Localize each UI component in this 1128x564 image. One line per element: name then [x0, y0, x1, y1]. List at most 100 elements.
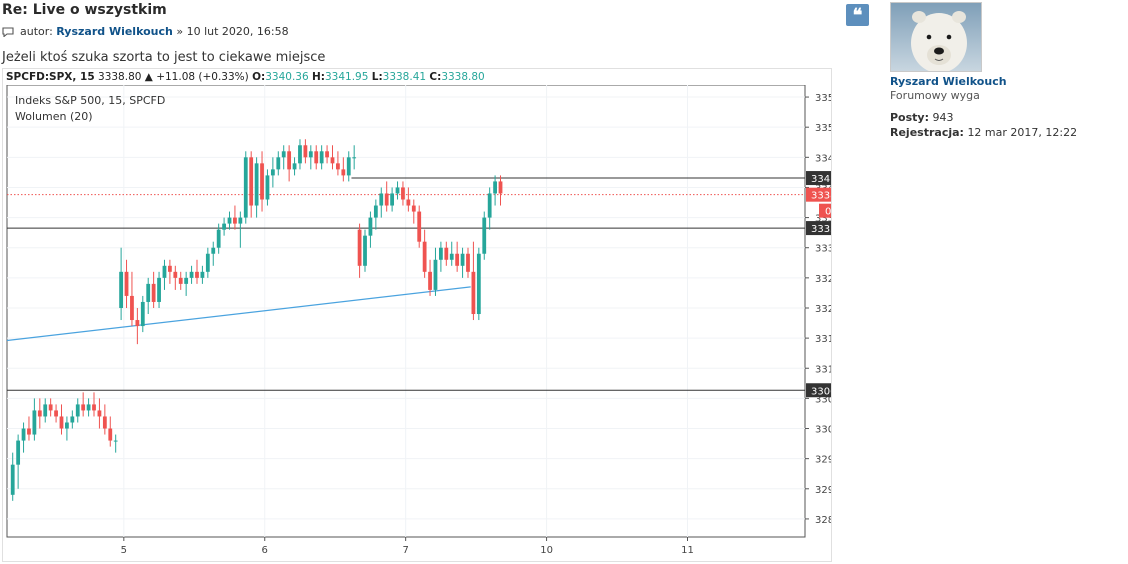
- candle-body: [352, 157, 357, 159]
- candle-body: [59, 416, 64, 429]
- quote-icon: ❝: [852, 5, 863, 26]
- post-body: Jeżeli ktoś szuka szorta to jest to ciek…: [2, 50, 326, 65]
- quote-button[interactable]: ❝: [846, 4, 869, 26]
- ohlc-legend: SPCFD:SPX, 15 3338.80 ▲ +11.08 (+0.33%) …: [6, 71, 485, 83]
- candle-body: [428, 271, 432, 290]
- candle-body: [422, 241, 427, 272]
- candle-body: [308, 151, 313, 158]
- candle-body: [216, 229, 221, 248]
- candle-body: [227, 217, 232, 224]
- candle-body: [178, 277, 183, 284]
- candle-body: [151, 283, 156, 302]
- candle-body: [27, 428, 31, 435]
- candle-body: [411, 205, 416, 212]
- candle-body: [482, 217, 487, 254]
- symbol-label: SPCFD:SPX, 15: [6, 71, 95, 83]
- candle-body: [298, 145, 302, 164]
- x-tick-label: 5: [121, 545, 127, 556]
- candle-body: [314, 151, 319, 164]
- countdown-box: [819, 203, 831, 218]
- close-value: 3338.80: [441, 71, 485, 83]
- candle-body: [130, 295, 134, 321]
- candle-body: [54, 410, 58, 417]
- avatar[interactable]: [890, 2, 982, 72]
- candle-body: [113, 440, 118, 442]
- x-tick-label: 10: [540, 545, 553, 556]
- candle-body: [222, 223, 226, 230]
- price-label: 3338.80: [811, 191, 831, 202]
- x-tick-label: 11: [681, 545, 694, 556]
- candle-body: [471, 271, 476, 315]
- candle-body: [184, 277, 189, 284]
- candle-body: [433, 259, 438, 290]
- candle-body: [325, 151, 329, 158]
- candle-body: [200, 271, 205, 278]
- chart-title: Indeks S&P 500, 15, SPCFD: [15, 94, 165, 107]
- candle-body: [357, 229, 362, 266]
- candle-body: [438, 247, 443, 260]
- candle-body: [384, 193, 389, 206]
- candle-body: [254, 163, 259, 206]
- y-tick-label: 3310.00: [815, 364, 831, 375]
- y-tick-label: 3305.00: [815, 394, 831, 405]
- y-tick-label: 3335.00: [815, 214, 831, 225]
- price-label-box: [806, 187, 831, 202]
- price-label: 3341.56: [811, 174, 831, 185]
- candle-body: [81, 404, 86, 411]
- candle-body: [173, 271, 178, 278]
- y-tick-label: 3320.00: [815, 304, 831, 315]
- high-label: H:: [311, 71, 325, 83]
- last-price: 3338.80: [98, 71, 142, 83]
- y-tick-label: 3295.00: [815, 455, 831, 466]
- candle-body: [270, 169, 275, 176]
- joined-date: 12 mar 2017, 12:22: [967, 126, 1078, 139]
- candle-body: [368, 217, 373, 236]
- profile-joined: Rejestracja: 12 mar 2017, 12:22: [890, 126, 1126, 139]
- candle-body: [373, 205, 378, 218]
- trend-line: [6, 286, 471, 342]
- y-tick-label: 3285.00: [815, 515, 831, 526]
- chart-image: SPCFD:SPX, 15 3338.80 ▲ +11.08 (+0.33%) …: [2, 68, 832, 562]
- y-tick-label: 3350.00: [815, 123, 831, 134]
- candle-body: [379, 193, 384, 206]
- y-tick-label: 3345.00: [815, 153, 831, 164]
- author-link[interactable]: Ryszard Wielkouch: [56, 25, 173, 38]
- close-label: C:: [429, 71, 442, 83]
- candle-body: [292, 163, 297, 170]
- change: ▲ +11.08 (+0.33%): [144, 71, 249, 83]
- candle-body: [330, 157, 335, 164]
- posts-count[interactable]: 943: [932, 111, 954, 124]
- candle-body: [287, 151, 292, 170]
- candle-body: [65, 422, 69, 429]
- y-tick-label: 3355.00: [815, 93, 831, 104]
- candle-body: [493, 181, 497, 194]
- low-label: L:: [371, 71, 383, 83]
- candle-body: [43, 404, 48, 417]
- candle-body: [466, 253, 470, 272]
- candle-body: [417, 211, 422, 242]
- candle-body: [167, 265, 172, 272]
- candle-body: [10, 464, 15, 495]
- candle-body: [487, 193, 492, 218]
- candle-body: [460, 253, 465, 266]
- candle-body: [303, 145, 308, 158]
- user-profile: Ryszard Wielkouch Forumowy wyga Posty: 9…: [890, 2, 1126, 139]
- candle-body: [157, 277, 161, 302]
- candle-body: [162, 265, 167, 278]
- candle-body: [401, 187, 405, 200]
- post-date: » 10 lut 2020, 16:58: [176, 25, 289, 38]
- candle-body: [92, 404, 96, 411]
- post-icon[interactable]: [2, 26, 14, 38]
- candle-body: [346, 157, 351, 176]
- profile-username[interactable]: Ryszard Wielkouch: [890, 75, 1007, 88]
- candle-body: [233, 217, 237, 224]
- candle-body: [21, 428, 26, 441]
- post-title[interactable]: Re: Live o wszystkim: [2, 2, 167, 18]
- x-tick-label: 7: [402, 545, 408, 556]
- candle-body: [211, 247, 216, 254]
- open-label: O:: [252, 71, 266, 83]
- candle-body: [341, 169, 346, 176]
- candle-body: [243, 157, 248, 218]
